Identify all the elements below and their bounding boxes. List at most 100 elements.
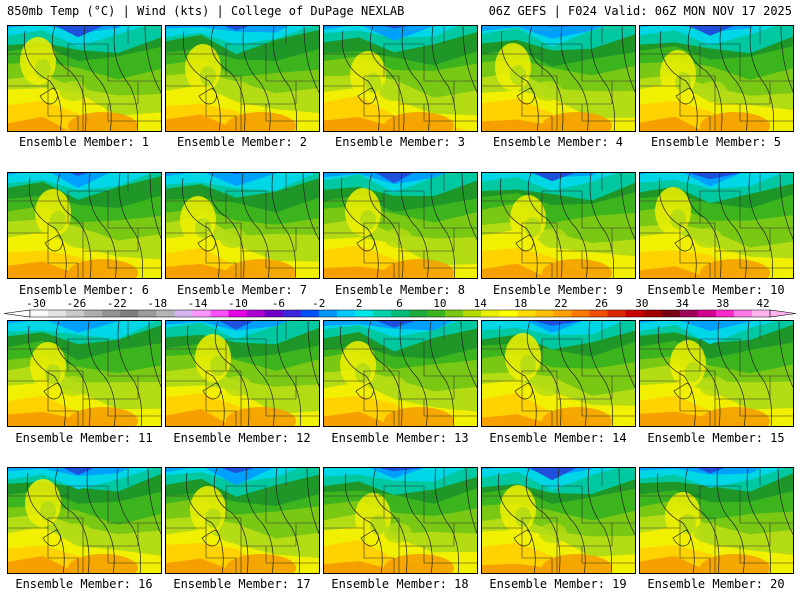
map-panel [481, 25, 636, 132]
colorbar-swatch [138, 310, 157, 317]
colorbar-tick-label: -14 [188, 297, 208, 310]
temperature-map [324, 173, 477, 278]
ensemble-member-label: Ensemble Member: 8 [334, 283, 466, 297]
colorbar-tick-label: -26 [66, 297, 86, 310]
colorbar-swatch [300, 310, 320, 317]
colorbar-swatch [174, 310, 193, 317]
colorbar-swatch [84, 310, 103, 317]
ensemble-member-label: Ensemble Member: 16 [15, 577, 153, 591]
map-panel [165, 467, 320, 574]
colorbar-swatch [30, 310, 49, 317]
ensemble-member-label: Ensemble Member: 9 [492, 283, 624, 297]
map-panel [323, 467, 478, 574]
temperature-map [8, 173, 161, 278]
colorbar-swatch [192, 310, 211, 317]
map-panel [7, 320, 162, 427]
ensemble-member-label: Ensemble Member: 19 [489, 577, 627, 591]
temperature-map [8, 468, 161, 573]
colorbar-tick-label: 34 [676, 297, 690, 310]
ensemble-member-label: Ensemble Member: 6 [18, 283, 150, 297]
colorbar-swatch [66, 310, 85, 317]
colorbar-tick-label: -22 [107, 297, 127, 310]
colorbar-tick-label: 30 [635, 297, 648, 310]
map-panel [165, 172, 320, 279]
map-panel [323, 25, 478, 132]
colorbar-swatch [390, 310, 410, 317]
colorbar-swatch [607, 310, 627, 317]
colorbar-tick-label: -6 [272, 297, 285, 310]
map-panel [165, 320, 320, 427]
colorbar-swatch [517, 310, 536, 317]
colorbar-tick-label: 10 [433, 297, 446, 310]
temperature-map [8, 26, 161, 131]
colorbar-right-arrow [769, 309, 797, 318]
map-panel [165, 25, 320, 132]
colorbar-swatch [751, 310, 771, 317]
colorbar-tick-label: -10 [228, 297, 248, 310]
colorbar-swatch [643, 310, 663, 317]
colorbar-swatch [445, 310, 464, 317]
colorbar-swatch [409, 310, 428, 317]
colorbar-swatch [535, 310, 554, 317]
colorbar-swatch [553, 310, 572, 317]
ensemble-member-label: Ensemble Member: 10 [647, 283, 785, 297]
temperature-map [166, 26, 319, 131]
temperature-map [640, 26, 793, 131]
temperature-map [324, 321, 477, 426]
colorbar-swatch [156, 310, 175, 317]
temperature-map [640, 468, 793, 573]
temperature-map [482, 468, 635, 573]
colorbar-tick-label: 26 [595, 297, 608, 310]
map-panel [7, 25, 162, 132]
colorbar-swatch [210, 310, 230, 317]
map-panel [323, 320, 478, 427]
colorbar-swatch [733, 310, 753, 317]
colorbar-swatch [228, 310, 248, 317]
map-panel [639, 320, 794, 427]
map-panel [323, 172, 478, 279]
colorbar-swatch [318, 310, 338, 317]
map-panel [639, 172, 794, 279]
temperature-colorbar: -30 -26 -22 -18 -14 -10 -6 -2 2 6 10 14 18 22 26 30 34 38… [3, 297, 797, 318]
colorbar-tick-label: 14 [474, 297, 488, 310]
ensemble-member-label: Ensemble Member: 5 [650, 135, 782, 149]
colorbar-tick-label: -2 [312, 297, 325, 310]
colorbar-tick-label: 18 [514, 297, 527, 310]
temperature-map [166, 468, 319, 573]
ensemble-member-label: Ensemble Member: 14 [489, 431, 627, 445]
colorbar-swatch [463, 310, 482, 317]
colorbar-swatch [661, 310, 681, 317]
ensemble-member-label: Ensemble Member: 17 [173, 577, 311, 591]
ensemble-member-label: Ensemble Member: 12 [173, 431, 311, 445]
ensemble-member-label: Ensemble Member: 15 [647, 431, 785, 445]
colorbar-swatch [282, 310, 302, 317]
colorbar-tick-label: 2 [356, 297, 363, 310]
map-panel [7, 172, 162, 279]
colorbar-swatch [48, 310, 67, 317]
ensemble-member-label: Ensemble Member: 1 [18, 135, 150, 149]
map-panel [7, 467, 162, 574]
colorbar-swatch [120, 310, 139, 317]
temperature-map [482, 321, 635, 426]
colorbar-swatch [246, 310, 266, 317]
ensemble-member-label: Ensemble Member: 3 [334, 135, 466, 149]
colorbar-tick-label: 38 [716, 297, 729, 310]
colorbar-swatch [481, 310, 500, 317]
temperature-map [324, 468, 477, 573]
colorbar-tick-label: 6 [396, 297, 403, 310]
ensemble-member-label: Ensemble Member: 2 [176, 135, 308, 149]
colorbar-swatch [336, 310, 356, 317]
colorbar-swatch [264, 310, 284, 317]
colorbar-tick-label: 22 [554, 297, 567, 310]
map-panel [481, 320, 636, 427]
colorbar-swatch [589, 310, 609, 317]
colorbar-swatch [625, 310, 645, 317]
ensemble-member-label: Ensemble Member: 20 [647, 577, 785, 591]
ensemble-member-label: Ensemble Member: 18 [331, 577, 469, 591]
ensemble-member-label: Ensemble Member: 4 [492, 135, 624, 149]
map-panel [481, 467, 636, 574]
temperature-map [8, 321, 161, 426]
map-panel [481, 172, 636, 279]
map-panel [639, 25, 794, 132]
map-panel [639, 467, 794, 574]
